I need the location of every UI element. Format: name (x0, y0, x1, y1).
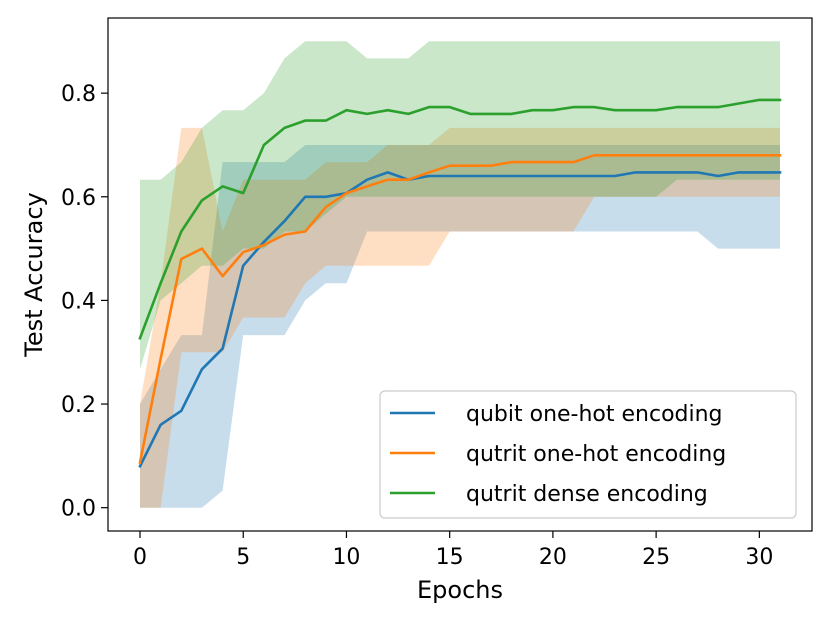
qutrit-one-hot-encoding-line (138, 154, 782, 465)
qutrit-one-hot-encoding-band (140, 127, 780, 508)
y-tick-label: 0.8 (61, 82, 96, 107)
x-axis-label: Epochs (417, 576, 503, 604)
x-tick-label: 30 (745, 545, 773, 570)
x-tick-label: 15 (436, 545, 464, 570)
legend: qubit one-hot encoding qutrit one-hot enc… (379, 390, 797, 519)
x-tick-label: 5 (236, 545, 250, 570)
qubit-one-hot-encoding-line (138, 171, 782, 468)
x-tick-label: 10 (332, 545, 360, 570)
legend-box (379, 390, 797, 519)
x-tick-label: 20 (539, 545, 567, 570)
legend-label: qutrit dense encoding (466, 482, 708, 507)
legend-label: qubit one-hot encoding (466, 402, 723, 427)
x-tick-label: 0 (133, 545, 147, 570)
qubit-one-hot-encoding-band (140, 145, 780, 508)
y-tick-label: 0.6 (61, 186, 96, 211)
y-tick-label: 0.0 (61, 497, 96, 522)
plot-frame (107, 17, 813, 532)
y-tick-label: 0.4 (61, 289, 96, 314)
y-axis-ticks: 0.0 0.2 0.4 0.6 0.8 (61, 82, 108, 522)
x-axis-ticks: 0 5 10 15 20 25 30 (133, 531, 773, 570)
series-lines (138, 98, 782, 468)
x-tick-label: 25 (642, 545, 670, 570)
legend-label: qutrit one-hot encoding (466, 442, 726, 467)
y-axis-label: Test Accuracy (20, 192, 48, 357)
qutrit-dense-encoding-line (138, 98, 782, 340)
y-tick-label: 0.2 (61, 393, 96, 418)
